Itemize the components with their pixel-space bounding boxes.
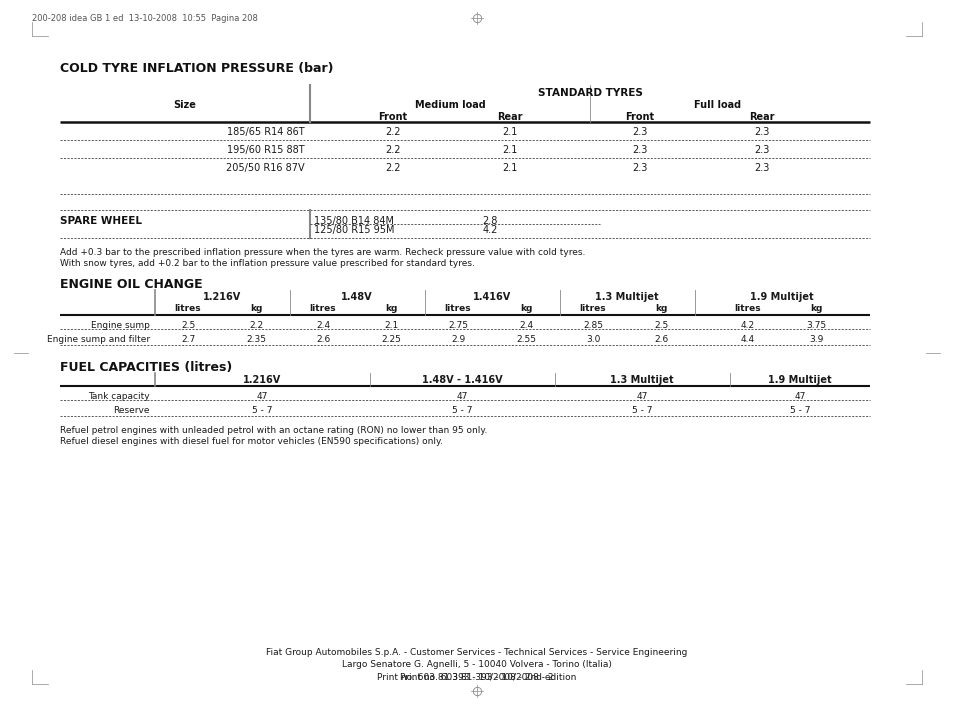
Text: 2.3: 2.3: [754, 145, 769, 155]
Text: 2.55: 2.55: [516, 335, 536, 344]
Text: 2.3: 2.3: [632, 127, 647, 137]
Text: 2.25: 2.25: [380, 335, 400, 344]
Text: Fiat Group Automobiles S.p.A. - Customer Services - Technical Services - Service: Fiat Group Automobiles S.p.A. - Customer…: [266, 648, 687, 657]
Text: Front: Front: [378, 112, 407, 122]
Text: 1.216V: 1.216V: [243, 375, 281, 385]
Text: Print no. 603.81.393 - 10/2008 - 2nd edition: Print no. 603.81.393 - 10/2008 - 2nd edi…: [377, 672, 576, 681]
Text: 1.9 Multijet: 1.9 Multijet: [767, 375, 831, 385]
Text: 5 - 7: 5 - 7: [452, 406, 472, 415]
Text: kg: kg: [654, 304, 666, 313]
Text: 2.2: 2.2: [385, 145, 400, 155]
Text: SPARE WHEEL: SPARE WHEEL: [60, 216, 142, 226]
Text: STANDARD TYRES: STANDARD TYRES: [537, 88, 641, 98]
Text: kg: kg: [250, 304, 262, 313]
Text: 195/60 R15 88T: 195/60 R15 88T: [227, 145, 305, 155]
Text: 2.3: 2.3: [632, 145, 647, 155]
Text: 47: 47: [456, 392, 467, 401]
Text: 2.1: 2.1: [383, 321, 397, 330]
Text: 1.48V - 1.416V: 1.48V - 1.416V: [421, 375, 502, 385]
Text: COLD TYRE INFLATION PRESSURE (bar): COLD TYRE INFLATION PRESSURE (bar): [60, 62, 334, 75]
Text: kg: kg: [809, 304, 821, 313]
Text: 2.3: 2.3: [754, 163, 769, 173]
Text: 2.6: 2.6: [653, 335, 667, 344]
Text: 2.35: 2.35: [246, 335, 266, 344]
Text: 5 - 7: 5 - 7: [252, 406, 272, 415]
Text: kg: kg: [384, 304, 396, 313]
Text: litres: litres: [734, 304, 760, 313]
Text: Reserve: Reserve: [113, 406, 150, 415]
Text: kg: kg: [519, 304, 532, 313]
Text: litres: litres: [579, 304, 606, 313]
Text: 2.9: 2.9: [451, 335, 465, 344]
Text: litres: litres: [444, 304, 471, 313]
Text: Refuel petrol engines with unleaded petrol with an octane rating (RON) no lower : Refuel petrol engines with unleaded petr…: [60, 426, 487, 435]
Text: FUEL CAPACITIES (litres): FUEL CAPACITIES (litres): [60, 361, 232, 374]
Text: 185/65 R14 86T: 185/65 R14 86T: [227, 127, 305, 137]
Text: 1.3 Multijet: 1.3 Multijet: [610, 375, 673, 385]
Text: Print no. 603.81.393 - 10/2008 - 2: Print no. 603.81.393 - 10/2008 - 2: [400, 672, 553, 681]
Text: 2.75: 2.75: [448, 321, 468, 330]
Text: 47: 47: [256, 392, 268, 401]
Text: 2.85: 2.85: [582, 321, 602, 330]
Text: 2.2: 2.2: [385, 127, 400, 137]
Text: 2.5: 2.5: [181, 321, 195, 330]
Text: 47: 47: [794, 392, 805, 401]
Text: Rear: Rear: [497, 112, 522, 122]
Text: litres: litres: [310, 304, 336, 313]
Text: 1.3 Multijet: 1.3 Multijet: [595, 292, 659, 302]
Text: Engine sump: Engine sump: [91, 321, 150, 330]
Text: litres: litres: [174, 304, 201, 313]
Text: Front: Front: [625, 112, 654, 122]
Text: 1.48V: 1.48V: [341, 292, 373, 302]
Text: 2.6: 2.6: [315, 335, 330, 344]
Text: 5 - 7: 5 - 7: [631, 406, 652, 415]
Text: Size: Size: [173, 100, 196, 110]
Text: Refuel diesel engines with diesel fuel for motor vehicles (EN590 specifications): Refuel diesel engines with diesel fuel f…: [60, 437, 442, 446]
Text: 3.9: 3.9: [808, 335, 822, 344]
Text: Largo Senatore G. Agnelli, 5 - 10040 Volvera - Torino (Italia): Largo Senatore G. Agnelli, 5 - 10040 Vol…: [342, 660, 611, 669]
Text: 47: 47: [636, 392, 647, 401]
Text: Tank capacity: Tank capacity: [89, 392, 150, 401]
Text: 2.1: 2.1: [502, 145, 517, 155]
Text: 1.9 Multijet: 1.9 Multijet: [749, 292, 813, 302]
Text: 2.2: 2.2: [249, 321, 263, 330]
Text: 3.75: 3.75: [805, 321, 825, 330]
Text: 135/80 B14 84M: 135/80 B14 84M: [314, 216, 394, 226]
Text: 2.1: 2.1: [502, 163, 517, 173]
Text: 4.2: 4.2: [482, 225, 497, 235]
Text: 2.8: 2.8: [482, 216, 497, 226]
Text: Medium load: Medium load: [415, 100, 485, 110]
Text: 2.4: 2.4: [518, 321, 533, 330]
Text: 3.0: 3.0: [585, 335, 599, 344]
Text: With snow tyres, add +0.2 bar to the inflation pressure value prescribed for sta: With snow tyres, add +0.2 bar to the inf…: [60, 259, 475, 268]
Text: ENGINE OIL CHANGE: ENGINE OIL CHANGE: [60, 278, 202, 291]
Text: 2.1: 2.1: [502, 127, 517, 137]
Text: 1.416V: 1.416V: [473, 292, 511, 302]
Text: Add +0.3 bar to the prescribed inflation pressure when the tyres are warm. Reche: Add +0.3 bar to the prescribed inflation…: [60, 248, 585, 257]
Text: 2.5: 2.5: [653, 321, 667, 330]
Text: 2.3: 2.3: [632, 163, 647, 173]
Text: Rear: Rear: [748, 112, 774, 122]
Text: 2.3: 2.3: [754, 127, 769, 137]
Text: 200-208 idea GB 1 ed  13-10-2008  10:55  Pagina 208: 200-208 idea GB 1 ed 13-10-2008 10:55 Pa…: [32, 14, 257, 23]
Text: Full load: Full load: [694, 100, 740, 110]
Text: 4.4: 4.4: [740, 335, 754, 344]
Text: 125/80 R15 95M: 125/80 R15 95M: [314, 225, 395, 235]
Text: 2.4: 2.4: [315, 321, 330, 330]
Text: 4.2: 4.2: [740, 321, 754, 330]
Text: 2.7: 2.7: [181, 335, 195, 344]
Text: 5 - 7: 5 - 7: [789, 406, 809, 415]
Text: 205/50 R16 87V: 205/50 R16 87V: [226, 163, 305, 173]
Text: 2.2: 2.2: [385, 163, 400, 173]
Text: 1.216V: 1.216V: [203, 292, 241, 302]
Text: Engine sump and filter: Engine sump and filter: [47, 335, 150, 344]
